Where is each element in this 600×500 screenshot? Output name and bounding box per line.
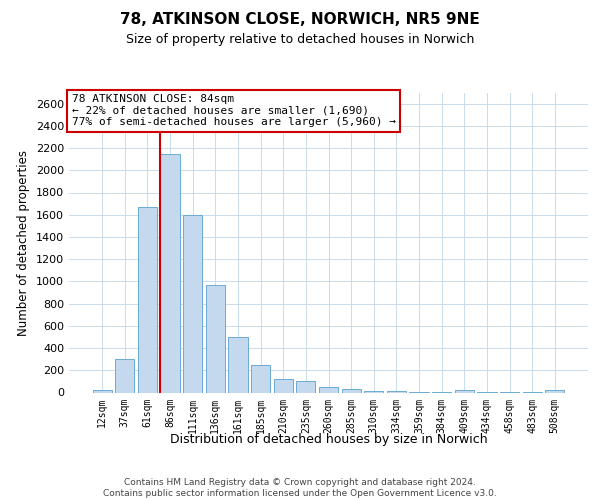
- Text: 78 ATKINSON CLOSE: 84sqm
← 22% of detached houses are smaller (1,690)
77% of sem: 78 ATKINSON CLOSE: 84sqm ← 22% of detach…: [71, 94, 395, 127]
- Bar: [319, 387, 338, 392]
- Bar: [138, 207, 157, 392]
- Bar: [274, 378, 293, 392]
- Bar: [455, 390, 474, 392]
- Bar: [183, 214, 202, 392]
- Bar: [160, 154, 180, 392]
- Text: Contains HM Land Registry data © Crown copyright and database right 2024.
Contai: Contains HM Land Registry data © Crown c…: [103, 478, 497, 498]
- Bar: [251, 365, 270, 392]
- Bar: [545, 390, 565, 392]
- Bar: [296, 382, 316, 392]
- Text: 78, ATKINSON CLOSE, NORWICH, NR5 9NE: 78, ATKINSON CLOSE, NORWICH, NR5 9NE: [120, 12, 480, 28]
- Bar: [229, 337, 248, 392]
- Text: Distribution of detached houses by size in Norwich: Distribution of detached houses by size …: [170, 432, 488, 446]
- Bar: [115, 359, 134, 392]
- Text: Size of property relative to detached houses in Norwich: Size of property relative to detached ho…: [126, 32, 474, 46]
- Bar: [364, 391, 383, 392]
- Bar: [92, 390, 112, 392]
- Bar: [341, 389, 361, 392]
- Bar: [206, 284, 225, 393]
- Y-axis label: Number of detached properties: Number of detached properties: [17, 150, 31, 336]
